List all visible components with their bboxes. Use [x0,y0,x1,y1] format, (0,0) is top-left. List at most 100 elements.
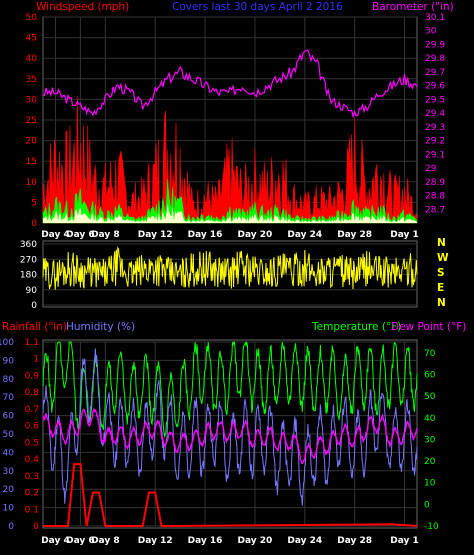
rain-tick-label: 0.4 [25,455,40,465]
temperature-tick-label: 50 [424,392,436,402]
wind-x-tick-label: Day 24 [287,230,322,240]
chart-title: Covers last 30 days April 2 2016 [172,1,343,13]
temperature-series-line [42,340,418,438]
barometer-tick-label: 29.4 [425,109,445,119]
barometer-tick-label: 29.5 [425,95,445,105]
temperature-tick-label: 40 [424,414,436,424]
wind-minimum-series-area [43,203,417,223]
rain-tick-label: 0.9 [25,371,40,381]
barometer-tick-label: 30 [425,27,437,37]
humidity-tick-label: 60 [3,412,15,422]
compass-label: W [437,252,449,264]
rain-tick-label: 0.6 [25,422,40,432]
windspeed-tick-label: 20 [26,137,38,147]
rain-temp-x-tick-label: Day 24 [287,536,322,546]
humidity-tick-label: 80 [3,375,15,385]
rain-temp-x-tick-label: Day 1 [390,536,419,546]
rain-tick-label: 0 [33,522,39,532]
rain-tick-label: 0.5 [25,438,39,448]
windspeed-tick-label: 40 [26,54,38,64]
wind-x-tick-label: Day 6 [66,230,95,240]
barometer-tick-label: 28.8 [425,192,445,202]
rain-temp-x-tick-label: Day 28 [337,536,372,546]
temperature-tick-label: 60 [424,370,436,380]
windspeed-tick-label: 0 [31,219,37,229]
dew-point-series-line [42,407,418,464]
temperature-axis-label: Temperature (°F) [311,321,401,333]
direction-tick-label: 90 [26,286,38,296]
rain-tick-label: 1.1 [25,338,39,348]
humidity-tick-label: 0 [8,522,14,532]
wind-x-tick-label: Day 20 [238,230,273,240]
rain-tick-label: 0.3 [25,472,39,482]
humidity-series-line [42,348,418,506]
humidity-tick-label: 40 [3,448,15,458]
temperature-tick-label: -10 [424,522,439,532]
rain-humidity-temp-marks [42,340,418,527]
wind-x-tick-label: Day 12 [138,230,173,240]
barometer-tick-label: 28.9 [425,178,445,188]
compass-label: N [437,237,446,249]
barometer-tick-label: 29.3 [425,123,445,133]
barometer-tick-label: 29.8 [425,54,445,64]
windspeed-tick-label: 30 [26,95,38,105]
humidity-tick-label: 30 [3,467,15,477]
humidity-tick-label: 20 [3,485,15,495]
barometer-tick-label: 30.1 [425,13,445,23]
wind-x-tick-label: Day 16 [188,230,223,240]
barometer-tick-label: 29.9 [425,40,445,50]
rain-temp-x-tick-label: Day 4 [41,536,70,546]
windspeed-tick-label: 10 [26,178,38,188]
direction-tick-label: 0 [31,301,37,311]
windspeed-tick-label: 50 [26,13,38,23]
wind-x-tick-label: Day 1 [390,230,419,240]
rain-series-line [43,463,418,527]
direction-series-line [42,246,418,290]
windspeed-tick-label: 5 [31,198,37,208]
humidity-tick-label: 50 [3,430,15,440]
windspeed-tick-label: 25 [26,116,37,126]
axis-tick-labels: 0510152025303540455028.728.828.92929.129… [0,13,449,546]
barometer-tick-label: 28.7 [425,205,445,215]
rainfall-axis-label: Rainfall ("in) [2,321,67,333]
rain-temp-x-tick-label: Day 20 [238,536,273,546]
compass-label: S [437,267,445,279]
rain-tick-label: 0.8 [25,388,40,398]
temperature-tick-label: 20 [424,457,436,467]
rain-tick-label: 0.2 [25,489,39,499]
temperature-tick-label: 70 [424,349,436,359]
direction-tick-label: 360 [20,240,37,250]
wind-x-tick-label: Day 28 [337,230,372,240]
humidity-tick-label: 100 [0,338,14,348]
temperature-tick-label: 0 [424,500,430,510]
windspeed-tick-label: 35 [26,75,37,85]
direction-tick-label: 270 [20,255,37,265]
humidity-tick-label: 90 [3,356,15,366]
compass-label: N [437,297,446,309]
windspeed-tick-label: 45 [26,34,37,44]
wind-direction-marks [42,246,418,290]
rain-tick-label: 0.7 [25,405,39,415]
humidity-tick-label: 10 [3,504,15,514]
rain-temp-x-tick-label: Day 6 [66,536,95,546]
rain-temp-x-tick-label: Day 16 [188,536,223,546]
windspeed-tick-label: 15 [26,157,37,167]
barometer-series-line [42,49,418,119]
humidity-tick-label: 70 [3,393,15,403]
barometer-tick-label: 29.1 [425,150,445,160]
direction-tick-label: 180 [20,271,37,281]
barometer-tick-label: 29.2 [425,137,445,147]
gust-series-area [42,95,418,224]
wind-x-tick-label: Day 4 [41,230,70,240]
rain-temp-x-tick-label: Day 12 [138,536,173,546]
temperature-tick-label: 30 [424,435,436,445]
humidity-axis-label: Humidity (%) [66,321,135,333]
barometer-tick-label: 29.7 [425,68,445,78]
rain-temp-x-tick-label: Day 8 [91,536,120,546]
barometer-axis-label: Barometer ("in) [372,1,454,13]
temperature-tick-label: 10 [424,479,436,489]
compass-label: E [437,282,444,294]
rain-tick-label: 1 [33,355,39,365]
dewpoint-axis-label: Dew Point (°F) [391,321,466,333]
